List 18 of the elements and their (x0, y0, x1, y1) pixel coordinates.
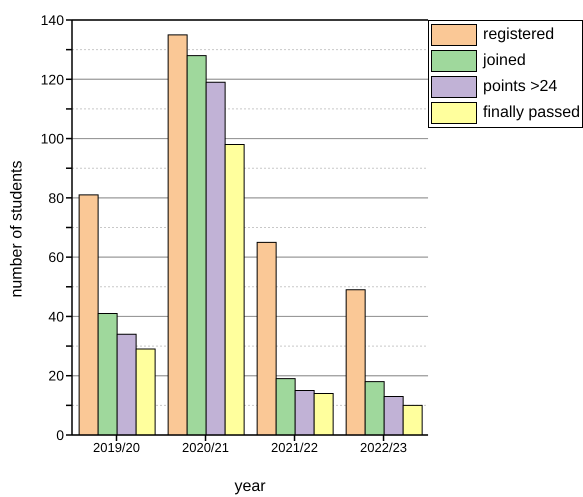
y-tick-label: 40 (48, 308, 64, 324)
y-tick-label: 100 (40, 130, 64, 147)
y-tick-label: 60 (48, 249, 64, 266)
y-axis-title: number of students (8, 160, 26, 298)
x-axis-title: year (234, 478, 266, 495)
y-tick-label: 140 (40, 12, 64, 28)
legend-label: joined (483, 52, 526, 70)
legend-label: registered (483, 26, 554, 44)
legend-label: finally passed (483, 104, 580, 122)
x-tick-label: 2020/21 (182, 440, 230, 456)
y-tick-label: 0 (56, 426, 64, 443)
x-tick-label: 2022/23 (360, 440, 408, 456)
x-tick-label: 2021/22 (271, 440, 318, 456)
y-tick-label: 120 (40, 71, 64, 88)
y-tick-label: 80 (48, 190, 64, 206)
y-tick-label: 20 (48, 368, 64, 384)
x-tick-label: 2019/20 (93, 440, 140, 456)
legend-label: points >24 (483, 78, 558, 96)
